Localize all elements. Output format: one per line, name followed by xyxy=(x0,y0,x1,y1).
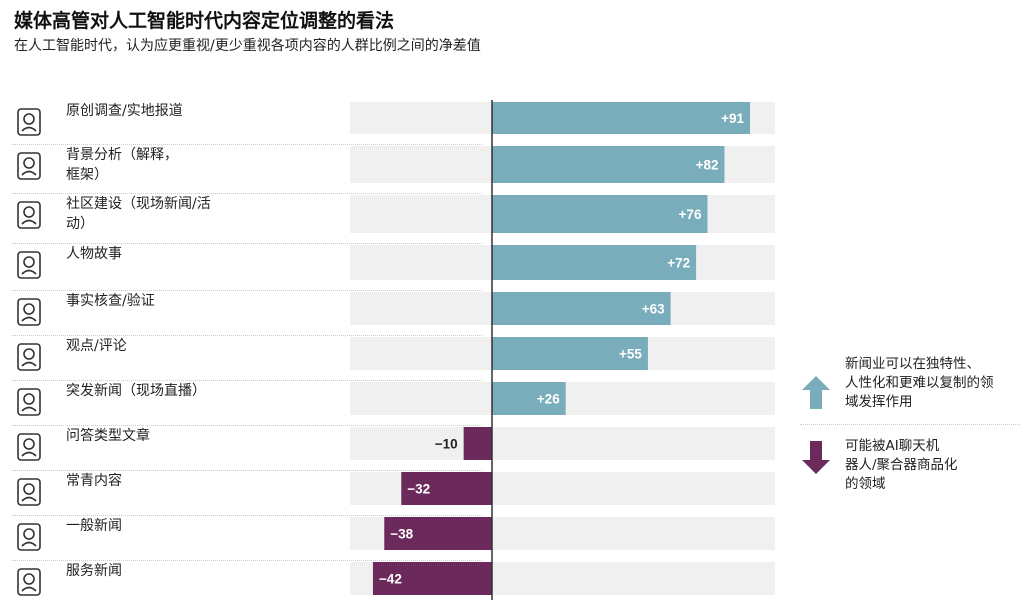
bar xyxy=(372,562,492,595)
legend-text-line: 器人/聚合器商品化 xyxy=(845,457,958,473)
category-label-line: 社区建设（现场新闻/活 xyxy=(66,196,211,212)
qa-article-icon xyxy=(12,429,48,465)
category-label-line: 问答类型文章 xyxy=(66,428,150,444)
data-label: −10 xyxy=(435,437,458,452)
data-label: +26 xyxy=(537,392,560,407)
row-divider xyxy=(12,560,482,561)
category-label: 原创调查/实地报道 xyxy=(66,101,256,121)
breaking-news-icon xyxy=(12,384,48,420)
category-label-line: 框架） xyxy=(66,167,108,183)
data-label: +72 xyxy=(667,256,690,271)
bar xyxy=(492,337,648,370)
chart-title: 媒体高管对人工智能时代内容定位调整的看法 xyxy=(14,10,395,32)
data-label: −32 xyxy=(407,482,430,497)
category-label: 背景分析（解释， 框架） xyxy=(66,145,256,185)
category-label-line: 服务新闻 xyxy=(66,563,122,579)
category-label: 人物故事 xyxy=(66,244,256,264)
category-label-line: 突发新闻（现场直播） xyxy=(66,383,206,399)
category-label-line: 事实核查/验证 xyxy=(66,293,155,309)
bar-track xyxy=(350,427,775,460)
category-label-line: 人物故事 xyxy=(66,246,122,262)
bar xyxy=(492,292,671,325)
row-divider xyxy=(12,243,482,244)
bar xyxy=(401,472,492,505)
person-story-icon xyxy=(12,247,48,283)
data-label: +63 xyxy=(642,302,665,317)
category-label: 观点/评论 xyxy=(66,336,256,356)
bar xyxy=(384,517,492,550)
row-divider xyxy=(12,335,482,336)
analysis-magnifier-icon xyxy=(12,148,48,184)
bar xyxy=(492,382,566,415)
category-label: 问答类型文章 xyxy=(66,426,256,446)
data-label: +76 xyxy=(679,207,702,222)
legend-text-line: 域发挥作用 xyxy=(845,394,913,410)
row-divider xyxy=(12,425,482,426)
row-divider xyxy=(12,144,482,145)
legend-text-line: 的领域 xyxy=(845,476,886,492)
fact-check-icon xyxy=(12,294,48,330)
opinion-chat-icon xyxy=(12,339,48,375)
row-divider xyxy=(12,193,482,194)
row-divider xyxy=(12,515,482,516)
bar xyxy=(463,427,492,460)
category-label: 一般新闻 xyxy=(66,516,256,536)
category-label: 常青内容 xyxy=(66,471,256,491)
category-label-line: 一般新闻 xyxy=(66,518,122,534)
arrow-up-icon xyxy=(802,376,830,409)
data-label: +55 xyxy=(619,347,642,362)
category-label: 突发新闻（现场直播） xyxy=(66,381,256,401)
general-news-globe-icon xyxy=(12,519,48,555)
legend-divider xyxy=(800,424,1020,425)
category-label-line: 原创调查/实地报道 xyxy=(66,103,183,119)
category-label: 社区建设（现场新闻/活 动） xyxy=(66,194,256,234)
data-label: +91 xyxy=(721,111,744,126)
category-label-line: 动） xyxy=(66,216,94,232)
row-divider xyxy=(12,380,482,381)
bar xyxy=(492,146,725,183)
category-label-line: 常青内容 xyxy=(66,473,122,489)
category-label: 事实核查/验证 xyxy=(66,291,256,311)
legend-text: 可能被AI聊天机器人/聚合器商品化 的领域 xyxy=(845,437,1020,494)
bar xyxy=(492,245,697,280)
data-label: −42 xyxy=(379,572,402,587)
arrow-down-icon xyxy=(802,441,830,474)
evergreen-content-icon xyxy=(12,474,48,510)
category-label-line: 背景分析（解释， xyxy=(66,147,178,163)
row-divider xyxy=(12,290,482,291)
legend-text-line: 人性化和更难以复制的领 xyxy=(845,375,994,391)
category-label: 服务新闻 xyxy=(66,561,256,581)
legend-text-line: 新闻业可以在独特性、 xyxy=(845,356,980,372)
bar xyxy=(492,195,708,233)
service-news-gear-icon xyxy=(12,564,48,600)
bar xyxy=(492,102,750,134)
data-label: −38 xyxy=(390,527,413,542)
chart-subtitle: 在人工智能时代，认为应更重视/更少重视各项内容的人群比例之间的净差值 xyxy=(14,38,481,54)
category-label-line: 观点/评论 xyxy=(66,338,127,354)
row-divider xyxy=(12,470,482,471)
legend-text-line: 可能被AI聊天机 xyxy=(845,438,940,454)
community-network-icon xyxy=(12,197,48,233)
legend-text: 新闻业可以在独特性、 人性化和更难以复制的领 域发挥作用 xyxy=(845,355,1020,412)
reporter-icon xyxy=(12,104,48,140)
data-label: +82 xyxy=(696,158,719,173)
